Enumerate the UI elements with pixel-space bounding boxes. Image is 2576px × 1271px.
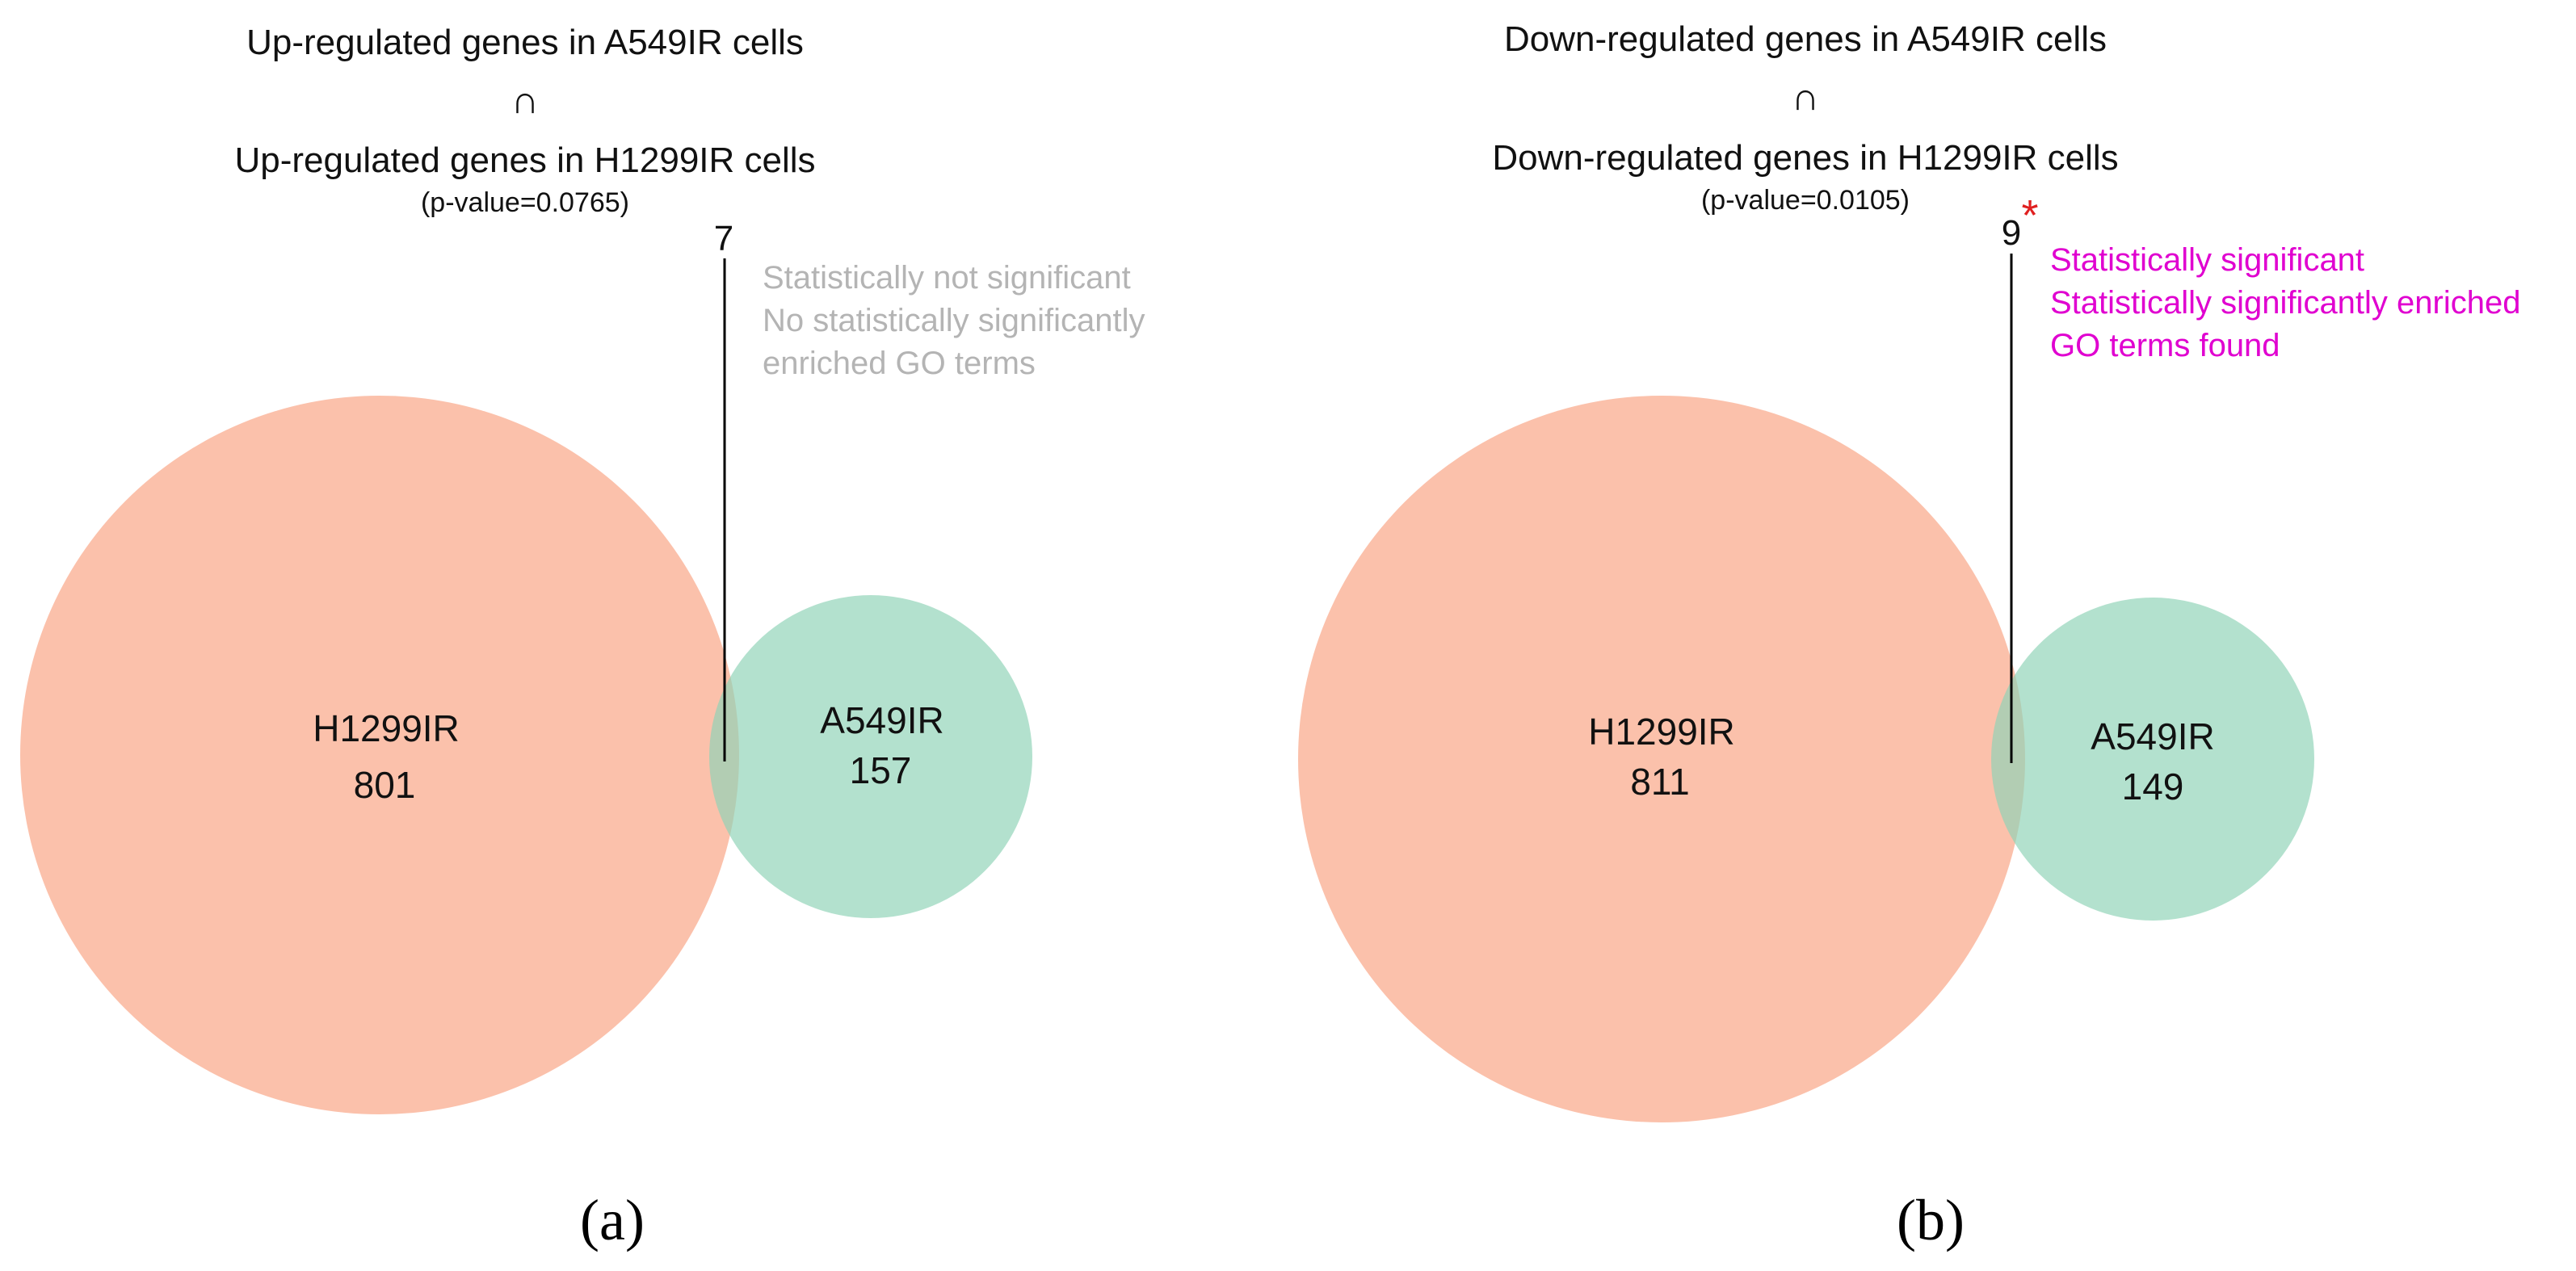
panel-a-intersection-symbol: ∩ [511, 79, 540, 122]
panel-a-p-value: (p-value=0.0765) [421, 187, 629, 218]
panel-a-title-line2: Up-regulated genes in H1299IR cells [234, 141, 815, 180]
panel-b-note-line1: Statistically significant [2050, 242, 2364, 278]
panel-a-title-line1: Up-regulated genes in A549IR cells [246, 23, 804, 62]
panel-b-small-circle [1991, 598, 2314, 921]
panel-b-small-set-count: 149 [2122, 766, 2184, 807]
panel-a-small-set-count: 157 [850, 749, 912, 791]
panel-b-small-set-name: A549IR [2091, 715, 2214, 757]
panel-b-significance-asterisk: * [2021, 191, 2038, 240]
panel-b-note-line3: GO terms found [2050, 328, 2280, 363]
panel-b-intersection-symbol: ∩ [1792, 76, 1820, 119]
panel-a-note-line1: Statistically not significant [763, 260, 1131, 296]
panel-b-label: (b) [1897, 1188, 1965, 1252]
panel-a-large-set-count: 801 [354, 764, 416, 806]
panel-b: Down-regulated genes in A549IR cells ∩ D… [1298, 19, 2520, 1252]
panel-b-note-line2: Statistically significantly enriched [2050, 285, 2520, 321]
panel-b-overlap-count: 9 [2002, 213, 2021, 253]
panel-a-overlap-count: 7 [714, 219, 733, 258]
panel-a-large-circle [20, 396, 739, 1114]
panel-a: Up-regulated genes in A549IR cells ∩ Up-… [20, 23, 1145, 1252]
panel-a-note-line2: No statistically significantly [763, 303, 1145, 338]
panel-b-title-line1: Down-regulated genes in A549IR cells [1504, 19, 2107, 59]
panel-a-small-set-name: A549IR [820, 699, 943, 741]
panel-b-title-line2: Down-regulated genes in H1299IR cells [1492, 138, 2118, 178]
panel-a-note-line3: enriched GO terms [763, 346, 1036, 381]
panel-a-large-set-name: H1299IR [313, 707, 460, 749]
panel-a-small-circle [709, 595, 1032, 918]
panel-b-large-set-count: 811 [1630, 761, 1689, 803]
panel-b-p-value: (p-value=0.0105) [1701, 185, 1910, 216]
panel-b-large-circle [1298, 396, 2025, 1122]
panel-a-label: (a) [580, 1188, 645, 1252]
panel-b-large-set-name: H1299IR [1588, 711, 1735, 753]
